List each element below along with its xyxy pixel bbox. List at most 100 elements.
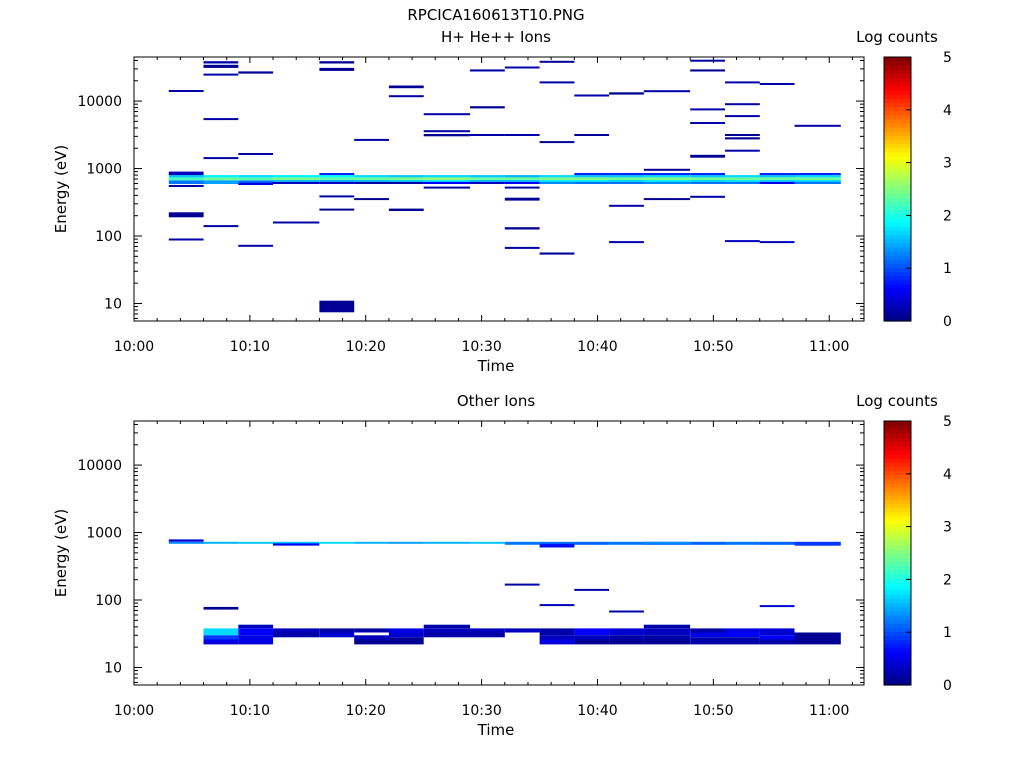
heatmap-cell [203,635,239,640]
heatmap-cell [759,639,795,645]
colorbar-swatch [884,184,911,190]
colorbar-swatch [884,635,911,641]
colorbar-swatch [884,238,911,244]
heatmap-cell [725,177,760,180]
heatmap-cell [273,177,320,180]
colorbar-swatch [884,548,911,554]
colorbar-swatch [884,172,911,178]
heatmap-cell [273,632,320,638]
colorbar-swatch [884,631,911,637]
heatmap-cell [470,175,505,178]
heatmap-cell [354,181,389,184]
heatmap-cell [690,632,725,638]
colorbar-swatch [884,520,911,525]
colorbar-swatch [884,197,911,202]
colorbar-swatch [884,482,911,488]
heatmap-cell [504,66,540,69]
y-tick-label: 10 [104,660,122,676]
heatmap-cell [609,628,644,636]
colorbar-swatch [884,271,911,277]
x-tick-label: 10:00 [114,339,154,355]
heatmap-cell [539,252,575,255]
colorbar-tick-label: 2 [943,572,952,588]
y-axis: 10 100 1000 10000 [77,423,864,683]
colorbar-swatch [884,495,911,500]
colorbar-tick-label: 2 [943,208,952,224]
heatmap-cell [388,179,424,182]
colorbar-swatch [884,77,911,83]
heatmap-cell [574,588,610,591]
colorbar-swatch [884,73,911,79]
colorbar-swatch [884,189,911,194]
heatmap-cell [203,639,239,645]
heatmap-cell [388,208,424,211]
heatmap-cell [423,175,470,178]
heatmap-cell [504,246,540,249]
heatmap-cell [470,134,505,136]
heatmap-cell [504,227,540,230]
heatmap-cell [574,635,610,640]
heatmap-cell [759,241,795,244]
heatmap-cell [273,628,320,633]
heatmap-cell [725,149,760,152]
heatmap-cell [759,173,795,176]
colorbar-swatch [884,279,911,285]
heatmap-cell [794,639,841,645]
heatmap-cell [690,108,725,111]
heatmap-cell [690,541,725,545]
colorbar-swatch [884,421,911,426]
heatmap-cell [388,632,424,638]
colorbar-swatch [884,304,911,310]
colorbar-label: Log counts [856,28,938,46]
heatmap-cell [319,173,355,176]
heatmap-cell [423,113,470,116]
colorbar-swatch [884,437,911,443]
colorbar-swatch [884,647,911,653]
colorbar-swatch [884,462,911,467]
colorbar-swatch [884,656,911,661]
panel-title: Other Ions [457,392,535,410]
heatmap-cell [203,628,239,636]
colorbar-swatch [884,292,911,297]
colorbar-swatch [884,511,911,517]
colorbar-swatch [884,540,911,546]
colorbar-swatch [884,528,911,533]
x-tick-label: 10:10 [230,703,270,719]
heatmap-cell [423,130,470,133]
heatmap-cell [794,181,841,184]
colorbar-swatch [884,316,911,322]
heatmap-cell [238,180,274,183]
x-tick-label: 10:40 [577,703,617,719]
colorbar-swatch [884,515,911,521]
colorbar-swatch [884,639,911,645]
colorbar-swatch [884,205,911,211]
colorbar-swatch [884,65,911,70]
x-axis: 10:00 10:10 10:20 10:30 10:40 10:50 11:00 [114,421,853,719]
heatmap-cell [423,628,470,633]
colorbar-swatch [884,594,911,599]
heatmap-cell [354,179,389,182]
colorbar-swatch [884,226,911,231]
heatmap-cell [470,69,505,72]
heatmap-cell [759,635,795,640]
heatmap-cell [690,181,725,184]
heatmap-cell [238,541,274,544]
heatmap-cell [388,637,424,645]
colorbar-tick-label: 5 [943,50,952,66]
colorbar-tick-label: 1 [943,625,952,641]
colorbar-tick-label: 0 [943,314,952,330]
heatmap-cell [725,115,760,118]
colorbar-swatch [884,123,911,128]
colorbar-swatch [884,61,911,66]
heatmap-cell [504,181,540,184]
colorbar-swatch [884,275,911,281]
heatmap-cell [725,137,760,140]
heatmap-cell [725,181,760,184]
heatmap-cell [690,175,725,178]
heatmap-cell [725,179,760,182]
heatmap-cell [354,175,389,178]
y-tick-label: 10000 [77,94,122,110]
heatmap-cell [690,59,725,62]
colorbar-swatch [884,164,911,169]
colorbar-swatch [884,308,911,314]
